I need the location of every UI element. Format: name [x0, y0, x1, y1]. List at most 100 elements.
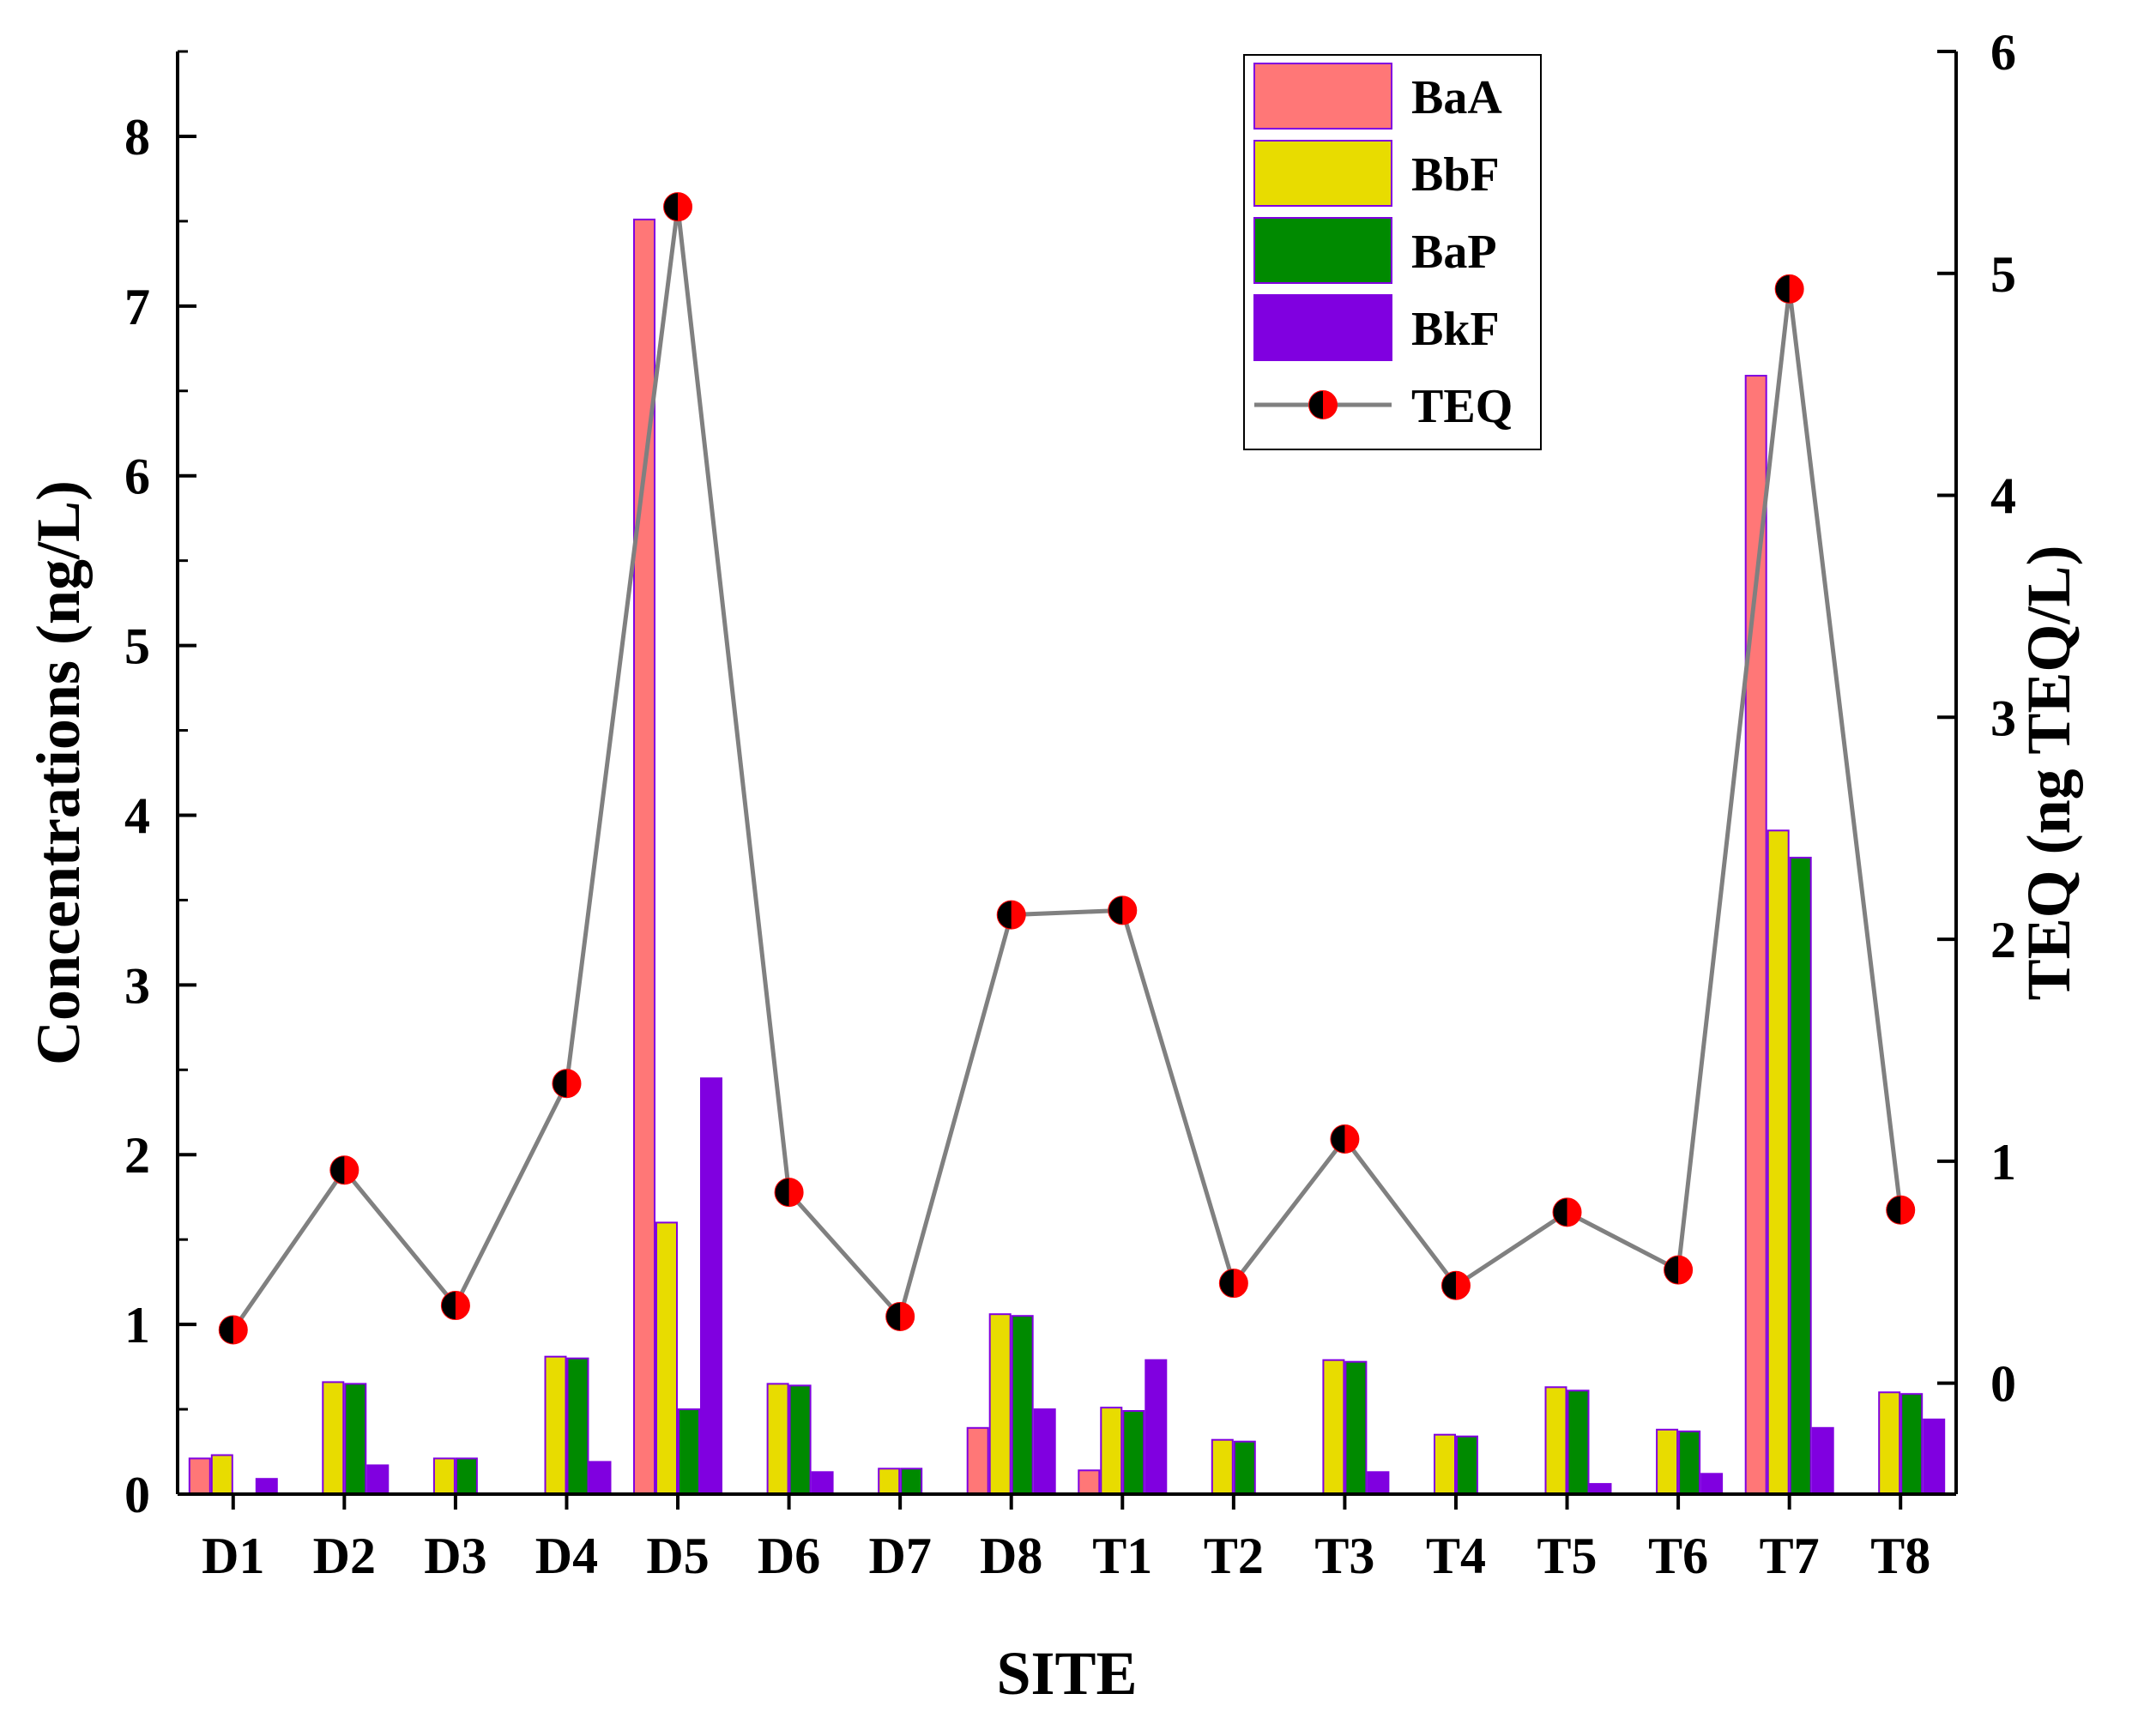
x-tick-label: D3: [424, 1528, 486, 1584]
bar-baa-t7: [1744, 375, 1767, 1495]
bar-bap-t2: [1233, 1440, 1256, 1495]
bar-bap-d8: [1011, 1315, 1034, 1495]
bar-bbf-d4: [544, 1355, 567, 1495]
bar-bkf-d4: [589, 1461, 612, 1496]
bar-bap-d6: [788, 1384, 812, 1496]
bar-bbf-t4: [1434, 1433, 1456, 1495]
x-tick-label: D5: [646, 1528, 709, 1584]
y-tick-label: 7: [124, 279, 150, 335]
bar-bkf-t7: [1811, 1426, 1834, 1496]
teq-point-d6-half: [775, 1178, 789, 1207]
teq-point-d5-half: [664, 193, 679, 221]
teq-point-t8-half: [1887, 1196, 1901, 1224]
x-tick-label: T7: [1760, 1528, 1820, 1584]
x-tick-label: D6: [758, 1528, 820, 1584]
x-tick-label: T5: [1537, 1528, 1597, 1584]
y-tick-label: 3: [124, 957, 150, 1014]
bar-bkf-d5: [700, 1077, 722, 1495]
teq-line: [231, 206, 1903, 1331]
teq-point-t4: [1440, 1270, 1471, 1300]
teq-point-d8: [996, 900, 1026, 930]
x-tick-label: T2: [1204, 1528, 1264, 1584]
bar-bbf-d1: [210, 1454, 233, 1495]
bar-bbf-d8: [988, 1313, 1012, 1495]
bar-bbf-d2: [322, 1381, 345, 1496]
legend-label-bap: BaP: [1411, 226, 1497, 279]
bar-bbf-t3: [1322, 1359, 1345, 1495]
y2-tick-label: 4: [1990, 468, 2016, 525]
bar-bkf-d8: [1033, 1408, 1056, 1495]
legend-label-bkf: BkF: [1411, 303, 1500, 356]
bar-series-bap: [344, 856, 1924, 1496]
bar-bkf-t8: [1923, 1418, 1946, 1496]
bar-bap-t3: [1344, 1360, 1368, 1495]
bar-baa-t1: [1078, 1469, 1101, 1496]
bar-bbf-t7: [1767, 829, 1790, 1495]
teq-point-d7-half: [886, 1302, 901, 1330]
teq-point-d4: [552, 1069, 582, 1099]
teq-point-t6-half: [1664, 1256, 1679, 1284]
teq-point-d4-half: [553, 1070, 567, 1098]
bar-bkf-t6: [1700, 1473, 1724, 1496]
x-axis-title: SITE: [996, 1639, 1137, 1708]
x-tick-label: T1: [1092, 1528, 1152, 1584]
teq-point-d3-half: [441, 1292, 456, 1320]
legend-label-teq: TEQ: [1411, 380, 1513, 433]
x-tick-label: T8: [1870, 1528, 1930, 1584]
y2-tick-label: 6: [1990, 24, 2016, 81]
legend-label-bbf: BbF: [1411, 148, 1500, 202]
x-tick-label: T6: [1648, 1528, 1708, 1584]
bar-bbf-d5: [655, 1221, 678, 1496]
teq-point-d7: [885, 1301, 915, 1331]
y2-tick-label: 2: [1990, 912, 2016, 968]
teq-point-d1-half: [219, 1316, 233, 1344]
teq-point-t7-half: [1775, 274, 1790, 303]
legend-marker-teq-half: [1309, 391, 1323, 419]
teq-line-layer: [218, 192, 1916, 1345]
legend-marker-teq: [1308, 390, 1338, 419]
bar-bkf-d6: [811, 1471, 834, 1496]
bar-bap-d5: [678, 1408, 700, 1495]
x-tick-label: D4: [535, 1528, 598, 1584]
teq-point-d3: [440, 1291, 470, 1321]
x-tick-label: D2: [313, 1528, 376, 1584]
bar-series-bbf: [210, 829, 1901, 1496]
y-tick-label: 0: [124, 1467, 150, 1523]
bar-bap-t8: [1900, 1393, 1924, 1495]
bar-bbf-t1: [1100, 1407, 1123, 1495]
x-tick-label: D7: [868, 1528, 931, 1584]
teq-point-t2-half: [1219, 1269, 1234, 1298]
x-tick-label: D8: [980, 1528, 1042, 1584]
y2-tick-label: 0: [1990, 1356, 2016, 1413]
teq-point-d2: [329, 1155, 359, 1185]
y-tick-label: 6: [124, 449, 150, 505]
bar-bkf-d2: [366, 1464, 390, 1496]
legend-swatch-bap: [1253, 217, 1392, 284]
bar-bbf-t2: [1211, 1438, 1234, 1495]
teq-point-d1: [218, 1315, 248, 1345]
y2-tick-label: 3: [1990, 690, 2016, 746]
bar-bap-d2: [344, 1383, 367, 1496]
teq-point-t6: [1664, 1255, 1694, 1285]
teq-point-t2: [1218, 1269, 1248, 1299]
teq-point-t3-half: [1331, 1124, 1345, 1153]
x-tick-label: T3: [1314, 1528, 1374, 1584]
bar-bap-t5: [1567, 1389, 1590, 1496]
bar-bbf-d6: [766, 1383, 789, 1496]
teq-point-t1-half: [1108, 896, 1123, 925]
bar-bap-t4: [1456, 1435, 1478, 1495]
y2-tick-label: 5: [1990, 246, 2016, 303]
teq-point-t1: [1108, 895, 1138, 925]
bar-baa-d8: [966, 1426, 989, 1496]
teq-point-t5: [1552, 1197, 1582, 1227]
bar-bap-t1: [1122, 1410, 1145, 1495]
teq-point-d5: [663, 192, 693, 222]
bar-bkf-t1: [1145, 1359, 1168, 1495]
bar-bbf-t5: [1544, 1386, 1567, 1496]
teq-point-t7: [1774, 274, 1804, 304]
x-tick-label: D1: [202, 1528, 264, 1584]
y-tick-label: 5: [124, 618, 150, 675]
legend-label-baa: BaA: [1411, 71, 1502, 124]
